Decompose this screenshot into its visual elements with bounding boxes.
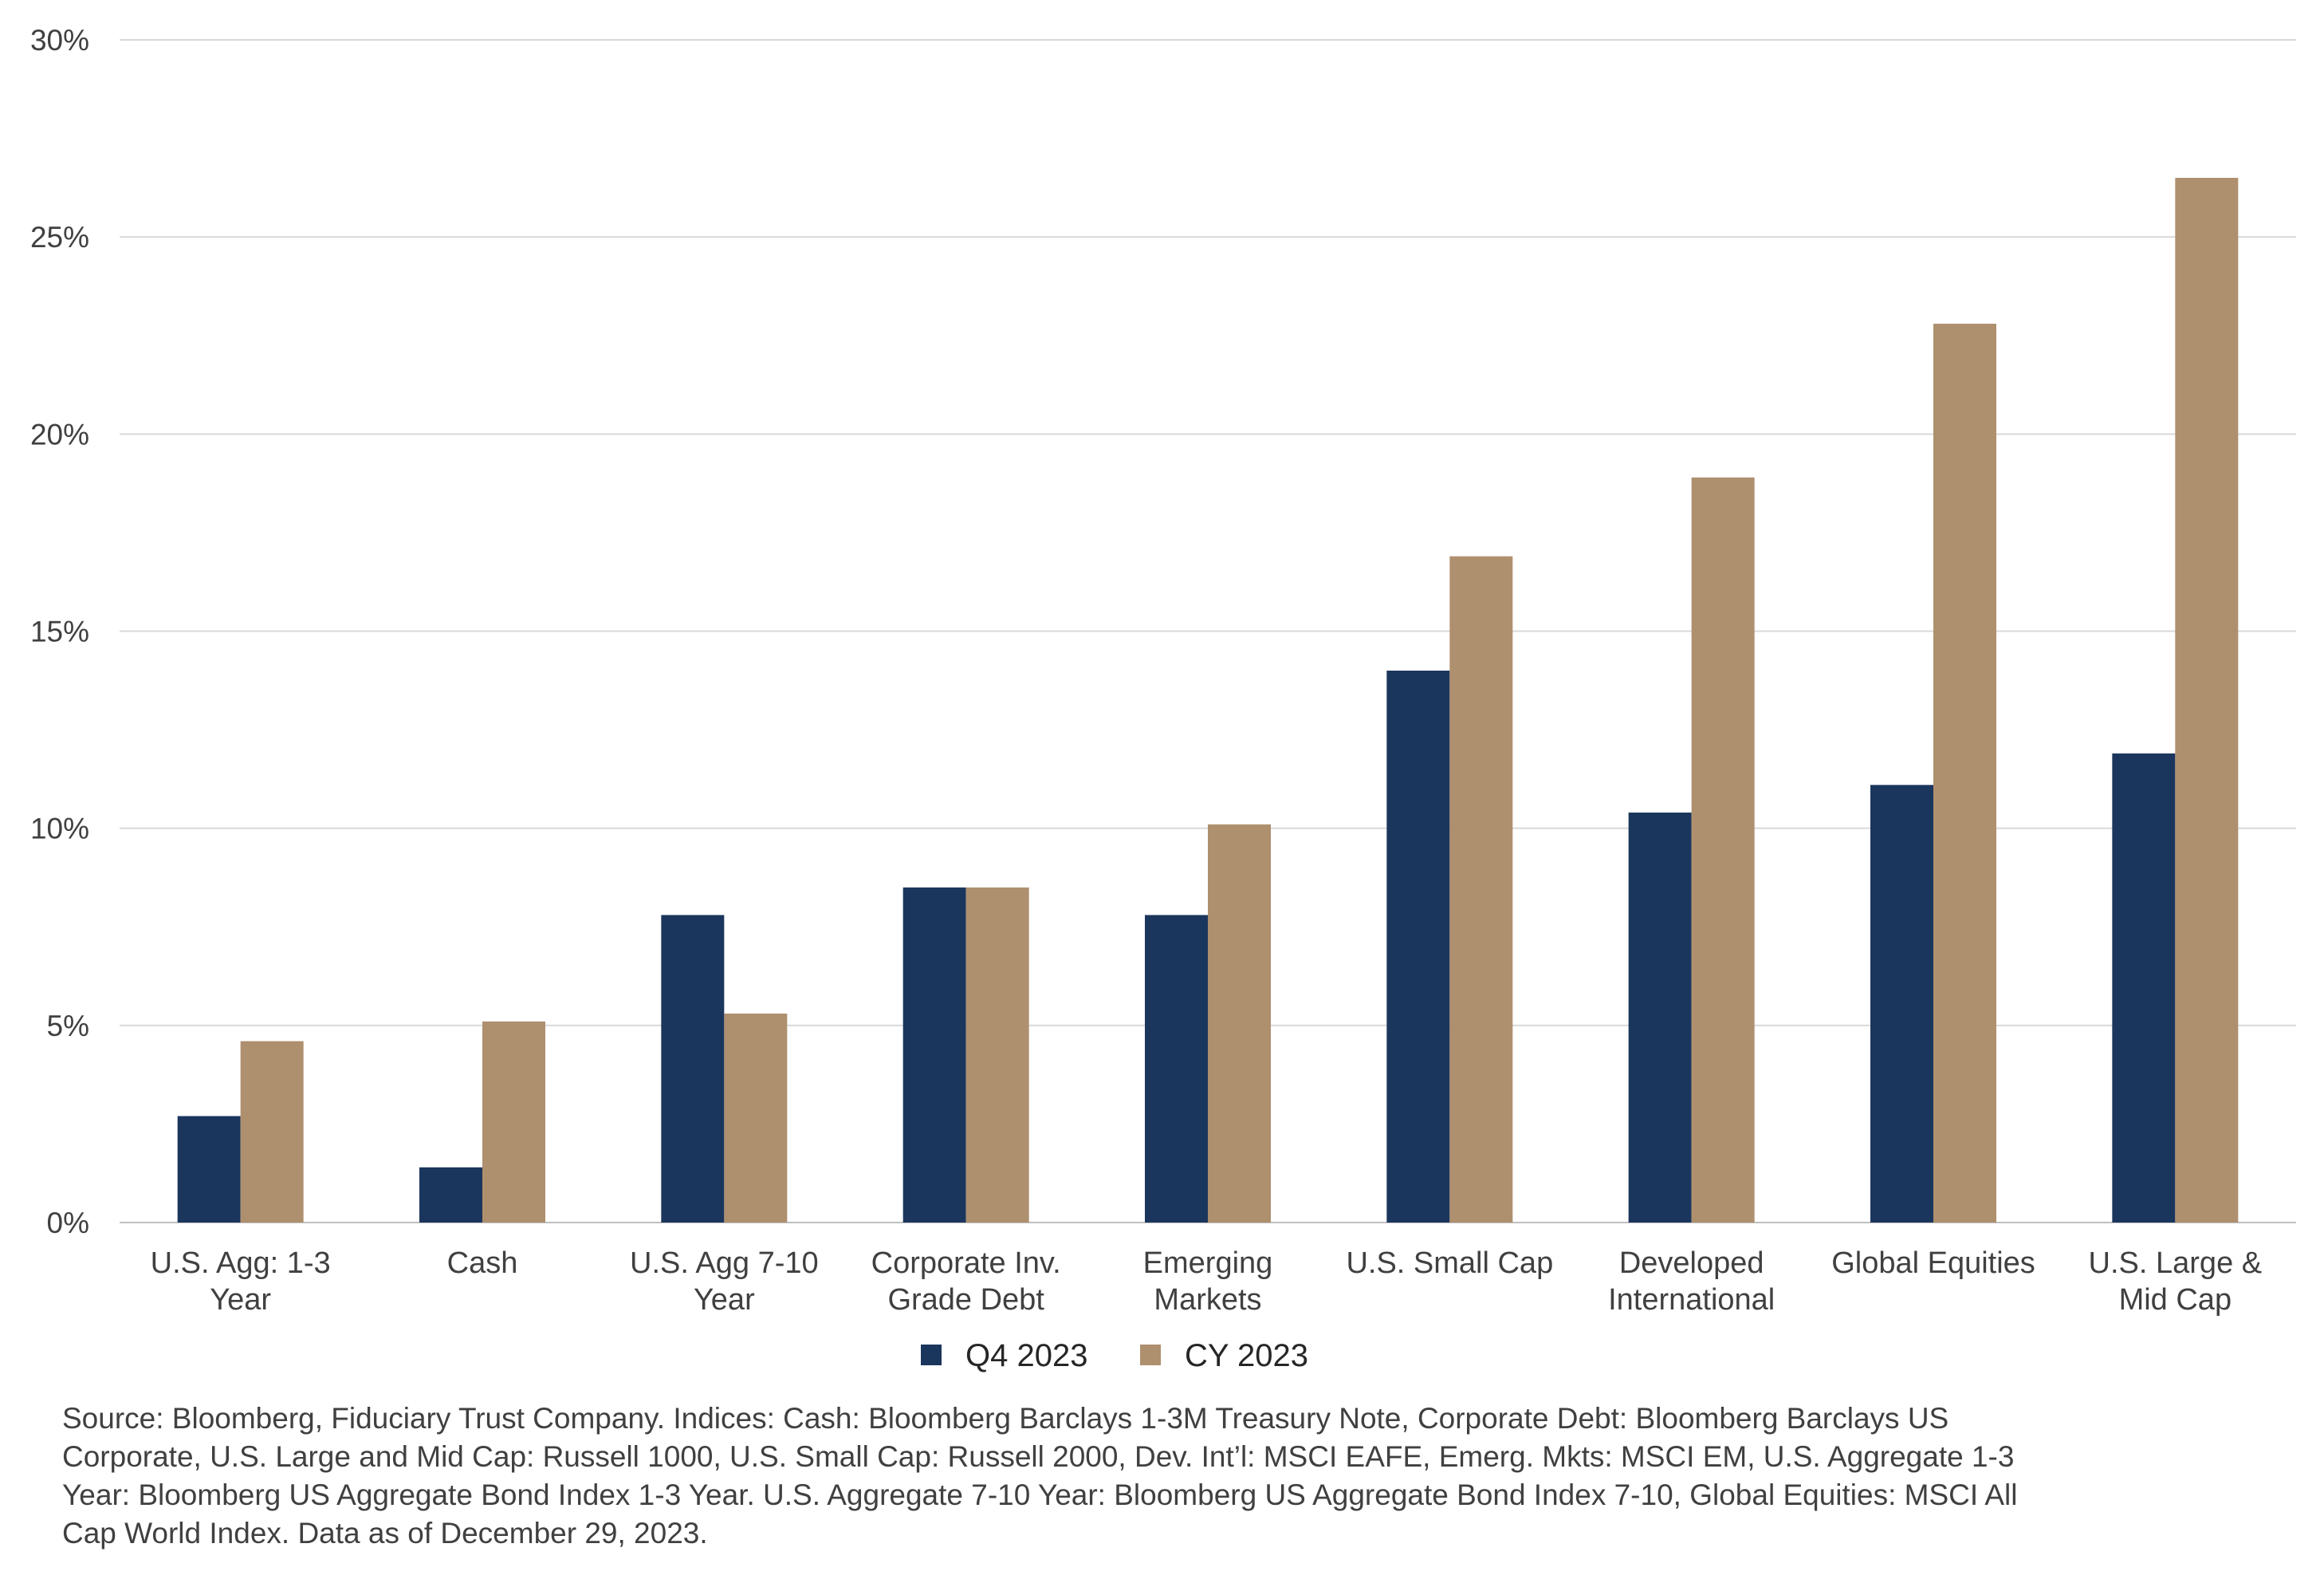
x-tick-label: Mid Cap [2119,1283,2232,1317]
x-tick-label: Developed [1619,1246,1764,1280]
x-tick-label: Grade Debt [887,1283,1044,1317]
legend-swatch [921,1345,942,1365]
x-tick-label: Emerging [1143,1246,1273,1280]
x-tick-label: U.S. Agg: 1-3 [151,1246,331,1280]
bar-cy-2023 [724,1014,788,1223]
footnote-line: Cap World Index. Data as of December 29,… [62,1517,708,1549]
footnote-line: Year: Bloomberg US Aggregate Bond Index … [62,1479,2018,1511]
y-tick-label: 20% [30,418,89,451]
bar-cy-2023 [1933,323,1996,1223]
bar-cy-2023 [965,887,1029,1223]
legend-label: Q4 2023 [965,1338,1087,1373]
y-tick-label: 25% [30,221,89,254]
bar-chart: 0%5%10%15%20%25%30%U.S. Agg: 1-3YearCash… [30,24,2296,1373]
bar-q4-2023 [1386,670,1450,1223]
footnote-line: Source: Bloomberg, Fiduciary Trust Compa… [62,1402,1949,1435]
x-tick-label: Year [210,1283,271,1317]
x-tick-label: International [1608,1283,1775,1317]
y-tick-label: 10% [30,813,89,845]
x-tick-label: Year [694,1283,755,1317]
bar-q4-2023 [177,1116,241,1223]
bar-q4-2023 [902,887,966,1223]
legend-swatch [1140,1345,1161,1365]
bar-q4-2023 [2112,753,2176,1223]
bar-cy-2023 [240,1041,304,1223]
x-tick-label: U.S. Agg 7-10 [630,1246,819,1280]
bar-q4-2023 [1145,915,1208,1223]
x-tick-label: U.S. Small Cap [1346,1246,1553,1280]
bar-cy-2023 [1691,477,1755,1223]
source-footnote: Source: Bloomberg, Fiduciary Trust Compa… [62,1400,2295,1553]
bar-q4-2023 [1628,812,1692,1223]
legend-label: CY 2023 [1185,1338,1308,1373]
y-tick-label: 0% [47,1207,89,1239]
bar-cy-2023 [1208,824,1271,1223]
y-tick-label: 30% [30,24,89,57]
x-tick-label: Global Equities [1831,1246,2035,1280]
bar-cy-2023 [2175,178,2239,1223]
x-tick-label: U.S. Large & [2089,1246,2263,1280]
bar-q4-2023 [661,915,725,1223]
y-tick-label: 15% [30,616,89,648]
footnote-line: Corporate, U.S. Large and Mid Cap: Russe… [62,1440,2015,1473]
bar-q4-2023 [419,1167,482,1223]
x-tick-label: Corporate Inv. [871,1246,1061,1280]
bar-cy-2023 [1449,556,1513,1223]
x-tick-label: Markets [1154,1283,1261,1317]
bar-q4-2023 [1870,785,1933,1223]
y-tick-label: 5% [47,1010,89,1042]
bar-cy-2023 [482,1021,545,1223]
x-tick-label: Cash [447,1246,518,1280]
